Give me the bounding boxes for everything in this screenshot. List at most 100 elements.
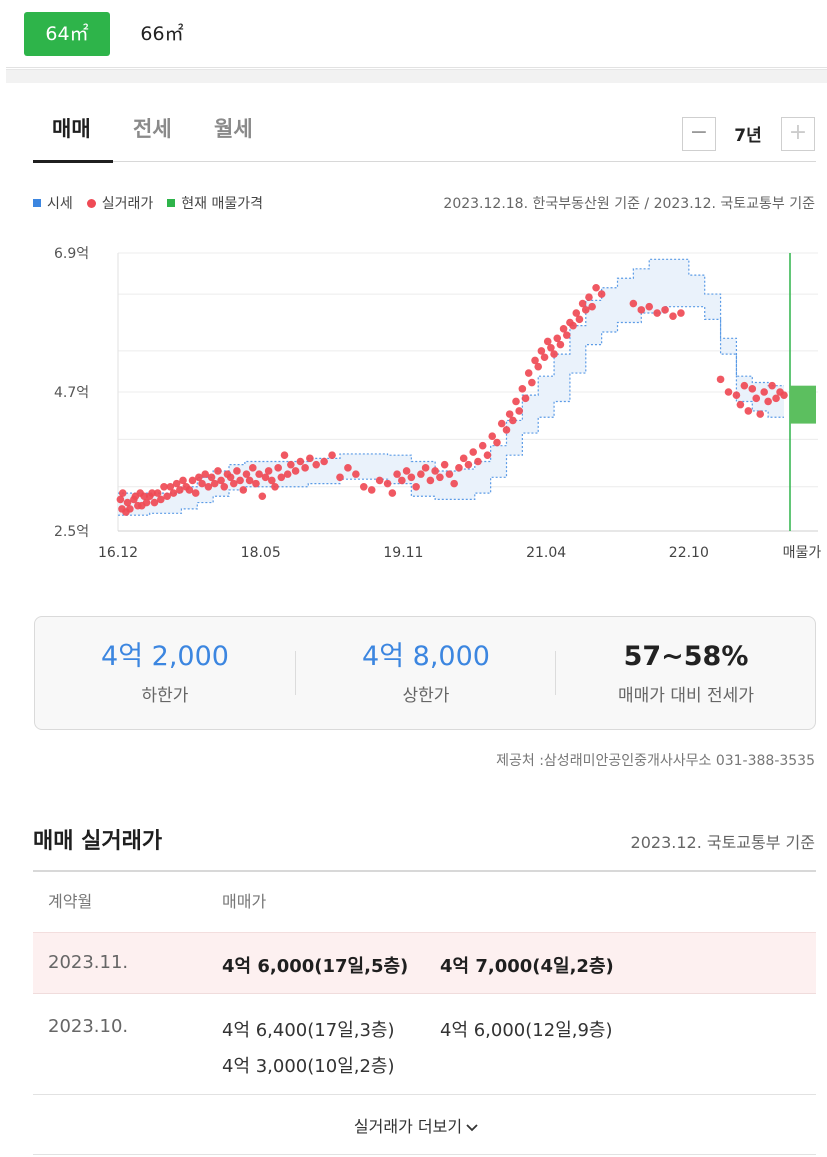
trade-point bbox=[505, 410, 514, 418]
trade-point bbox=[661, 306, 669, 314]
tab-jeonse[interactable]: 전세 bbox=[133, 117, 172, 141]
chart-basis-note: 2023.12.18. 한국부동산원 기준 / 2023.12. 국토교통부 기… bbox=[443, 196, 815, 212]
trade-point bbox=[229, 479, 238, 488]
trade-point bbox=[226, 473, 235, 482]
trade-point bbox=[569, 321, 577, 330]
trade-point bbox=[768, 381, 776, 390]
trade-point bbox=[772, 394, 780, 403]
square-icon bbox=[33, 199, 41, 207]
trade-point bbox=[402, 467, 411, 475]
trade-point bbox=[264, 467, 273, 475]
trades-section-title: 매매 실거래가 bbox=[33, 829, 163, 854]
tab-monthly-rent[interactable]: 월세 bbox=[214, 117, 253, 141]
trade-point bbox=[245, 476, 254, 485]
trade-point bbox=[352, 470, 360, 478]
circle-icon bbox=[86, 198, 96, 208]
trade-point bbox=[578, 299, 587, 308]
trade-point bbox=[588, 302, 596, 311]
trade-point bbox=[744, 407, 753, 415]
trade-point bbox=[440, 460, 449, 469]
trade-point bbox=[123, 498, 132, 507]
trade-point bbox=[252, 479, 260, 488]
table-top-border bbox=[33, 870, 816, 872]
trade-point bbox=[540, 353, 549, 362]
trade-point bbox=[412, 482, 420, 491]
legend-item-market-price: 시세 bbox=[33, 193, 73, 213]
trade-point bbox=[118, 489, 127, 497]
trade-point bbox=[148, 489, 156, 497]
jeonse-ratio-value: 57~58% bbox=[623, 641, 749, 672]
x-tick-label: 16.12 bbox=[98, 545, 138, 561]
period-decrease-button[interactable]: − bbox=[682, 117, 716, 151]
trade-point bbox=[585, 293, 593, 302]
trade-point bbox=[274, 464, 282, 472]
trade-point bbox=[417, 470, 425, 478]
trade-point bbox=[359, 482, 368, 491]
trade-point bbox=[383, 479, 392, 488]
tab-sale[interactable]: 매매 bbox=[52, 117, 91, 141]
trade-point bbox=[163, 492, 171, 501]
summary-upper-limit: 4억 8,000 상한가 bbox=[296, 617, 556, 706]
trade-point bbox=[179, 476, 187, 485]
trade-point bbox=[597, 290, 606, 298]
trade-point bbox=[426, 476, 435, 485]
trade-point bbox=[534, 362, 543, 371]
trade-point bbox=[242, 470, 251, 478]
trade-point bbox=[220, 482, 229, 491]
trade-point bbox=[176, 486, 184, 494]
table-row-divider bbox=[33, 1094, 816, 1095]
trade-point bbox=[116, 495, 125, 504]
legend-label: 실거래가 bbox=[101, 196, 154, 212]
market-price-lower-line bbox=[118, 306, 784, 516]
lower-limit-value: 4억 2,000 bbox=[101, 641, 229, 672]
trade-point bbox=[752, 394, 761, 403]
trade-point bbox=[191, 489, 200, 497]
area-tab-66[interactable]: 66㎡ bbox=[140, 23, 184, 45]
trade-point bbox=[450, 479, 458, 488]
section-divider bbox=[6, 69, 827, 83]
trade-point bbox=[512, 397, 520, 406]
area-tab-64[interactable]: 64㎡ bbox=[24, 12, 110, 56]
trade-point bbox=[126, 505, 134, 513]
trade-point bbox=[502, 426, 511, 434]
trade-point bbox=[531, 356, 539, 365]
trade-point bbox=[436, 473, 444, 482]
period-increase-button[interactable]: + bbox=[781, 117, 815, 151]
x-tick-label: 매물가 bbox=[783, 545, 822, 561]
trade-price: 4억 3,000(10일,2층) bbox=[222, 1056, 395, 1077]
trade-point bbox=[736, 400, 745, 409]
x-tick-label: 22.10 bbox=[669, 545, 709, 561]
x-tick-label: 19.11 bbox=[383, 545, 423, 561]
trade-point bbox=[261, 473, 270, 482]
trade-point bbox=[724, 388, 733, 396]
trade-point bbox=[255, 470, 263, 478]
trade-price: 4억 7,000(4일,2층) bbox=[440, 956, 614, 977]
trade-point bbox=[201, 470, 210, 478]
trade-point bbox=[464, 460, 473, 469]
trade-point bbox=[367, 486, 376, 494]
trade-point bbox=[760, 388, 768, 396]
trade-point bbox=[592, 283, 600, 292]
trade-point bbox=[732, 391, 741, 399]
y-tick-label: 4.7억 bbox=[54, 385, 89, 401]
trade-point bbox=[445, 470, 454, 478]
more-trades-button[interactable]: 실거래가 더보기 bbox=[6, 1113, 827, 1137]
trade-point bbox=[543, 337, 552, 346]
trade-point bbox=[559, 325, 568, 333]
more-trades-label: 실거래가 더보기 bbox=[353, 1117, 463, 1136]
table-bottom-border bbox=[33, 1154, 816, 1155]
trade-point bbox=[483, 451, 492, 459]
trade-point bbox=[550, 350, 558, 358]
trade-point bbox=[172, 479, 181, 488]
trade-point bbox=[150, 498, 159, 507]
trade-point bbox=[210, 479, 219, 488]
trade-point bbox=[328, 451, 336, 459]
trade-point bbox=[518, 385, 527, 393]
data-provider: 제공처 :삼성래미안공인중개사사무소 031-388-3535 bbox=[496, 753, 815, 769]
trade-point bbox=[653, 309, 661, 317]
trade-point bbox=[169, 489, 178, 497]
trade-point bbox=[239, 486, 248, 494]
square-icon bbox=[167, 199, 176, 207]
market-price-band bbox=[118, 259, 784, 516]
